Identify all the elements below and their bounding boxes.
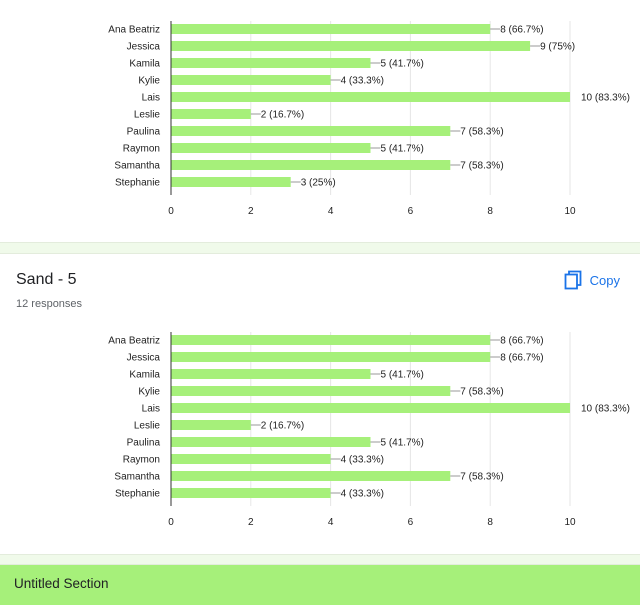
category-label: Kamila [129,370,160,381]
question-card-top: Ana Beatriz 8 (66.7%) Jessica 9 (75%) Kamila… [0,0,640,242]
category-label: Leslie [134,421,161,432]
data-label: 5 (41.7%) [381,370,424,381]
category-label: Leslie [134,110,161,121]
data-label: 5 (41.7%) [381,59,424,70]
category-label: Kylie [138,387,160,398]
category-label: Kamila [129,59,160,70]
x-tick-label: 4 [328,517,334,528]
bar-chart-sand: Ana Beatriz 8 (66.7%) Jessica 8 (66.7%) Kami… [108,332,630,528]
bar-chart-top: Ana Beatriz 8 (66.7%) Jessica 9 (75%) Kamila… [108,21,630,217]
category-label: Samantha [114,472,160,483]
x-tick-label: 2 [248,206,254,217]
data-label: 8 (66.7%) [500,25,543,36]
bar [171,160,451,170]
data-label: 4 (33.3%) [341,455,384,466]
bar [171,471,451,481]
data-label: 2 (16.7%) [261,110,304,121]
data-label: 9 (75%) [540,42,575,53]
data-label: 5 (41.7%) [381,144,424,155]
category-label: Samantha [114,161,160,172]
bar [171,177,291,187]
bar [171,403,570,413]
data-label: 7 (58.3%) [460,472,503,483]
x-tick-label: 8 [487,206,493,217]
bar [171,420,251,430]
x-tick-label: 8 [487,517,493,528]
bar [171,488,331,498]
category-label: Ana Beatriz [108,336,160,347]
category-label: Lais [142,93,160,104]
data-label: 10 (83.3%) [581,404,630,415]
data-label: 10 (83.3%) [581,93,630,104]
category-label: Raymon [123,455,160,466]
copy-button[interactable]: Copy [564,270,620,290]
data-label: 7 (58.3%) [460,127,503,138]
copy-icon [564,270,582,290]
bar [171,454,331,464]
data-label: 7 (58.3%) [460,387,503,398]
x-tick-label: 0 [168,517,174,528]
x-tick-label: 0 [168,206,174,217]
bar [171,143,371,153]
x-tick-label: 10 [564,517,576,528]
question-card-sand: Sand - 5 12 responses Copy Ana Beatriz 8 … [0,254,640,554]
bar [171,41,531,51]
section-header: Untitled Section [0,565,640,605]
x-tick-label: 6 [408,206,414,217]
section-title: Untitled Section [14,576,109,591]
bar [171,352,491,362]
copy-label: Copy [589,272,620,288]
category-label: Stephanie [115,489,160,500]
bar [171,109,251,119]
data-label: 3 (25%) [301,178,336,189]
category-label: Jessica [127,42,161,53]
question-title: Sand - 5 [16,271,77,288]
category-label: Raymon [123,144,160,155]
bar [171,24,491,34]
bar [171,386,451,396]
x-tick-label: 6 [408,517,414,528]
category-label: Paulina [127,127,161,138]
category-label: Ana Beatriz [108,25,160,36]
data-label: 8 (66.7%) [500,353,543,364]
bar [171,369,371,379]
data-label: 5 (41.7%) [381,438,424,449]
bar [171,335,491,345]
category-label: Lais [142,404,160,415]
bar [171,92,570,102]
card-divider [0,554,640,565]
x-tick-label: 10 [564,206,576,217]
data-label: 8 (66.7%) [500,336,543,347]
x-tick-label: 2 [248,517,254,528]
category-label: Stephanie [115,178,160,189]
bar [171,58,371,68]
response-count: 12 responses [16,298,83,310]
data-label: 2 (16.7%) [261,421,304,432]
bar [171,126,451,136]
category-label: Jessica [127,353,161,364]
data-label: 4 (33.3%) [341,76,384,87]
card-divider [0,242,640,254]
bar [171,437,371,447]
data-label: 7 (58.3%) [460,161,503,172]
x-tick-label: 4 [328,206,334,217]
category-label: Kylie [138,76,160,87]
data-label: 4 (33.3%) [341,489,384,500]
category-label: Paulina [127,438,161,449]
bar [171,75,331,85]
